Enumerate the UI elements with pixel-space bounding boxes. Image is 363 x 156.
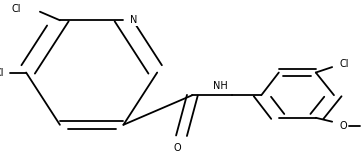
Text: O: O bbox=[339, 121, 347, 131]
Text: O: O bbox=[173, 143, 181, 153]
Text: Cl: Cl bbox=[0, 68, 4, 78]
Text: N: N bbox=[130, 15, 137, 25]
Text: NH: NH bbox=[213, 81, 228, 91]
Text: Cl: Cl bbox=[339, 59, 349, 69]
Text: Cl: Cl bbox=[12, 4, 21, 14]
